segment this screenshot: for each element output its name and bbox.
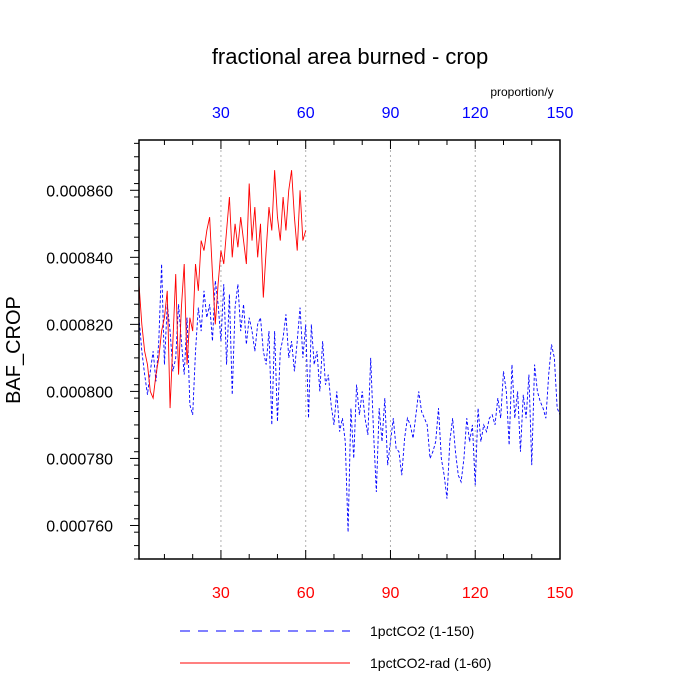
x-tick-label-top: 120	[462, 105, 489, 122]
x-tick-label-top: 150	[547, 105, 574, 122]
y-tick-label: 0.000840	[46, 250, 113, 267]
y-tick-label: 0.000860	[46, 183, 113, 200]
legend: 1pctCO2 (1-150) 1pctCO2-rad (1-60)	[180, 623, 491, 671]
units-label: proportion/y	[490, 85, 553, 99]
legend-label-1pctco2: 1pctCO2 (1-150)	[370, 623, 474, 639]
y-tick-label: 0.000800	[46, 384, 113, 401]
vertical-gridlines	[220, 140, 476, 559]
x-tick-label-bottom: 90	[382, 585, 400, 602]
x-tick-label-top: 60	[297, 105, 315, 122]
plot-frame	[138, 139, 561, 560]
x-tick-label-top: 30	[212, 105, 230, 122]
axis-ticks	[130, 140, 561, 560]
x-tick-label-top: 90	[382, 105, 400, 122]
x-tick-label-bottom: 120	[462, 585, 489, 602]
chart-title: fractional area burned - crop	[212, 44, 488, 69]
legend-label-1pctco2-rad: 1pctCO2-rad (1-60)	[370, 655, 491, 671]
series-line-1pctco2	[138, 264, 561, 533]
y-tick-label: 0.000780	[46, 451, 113, 468]
series-group	[138, 170, 561, 533]
x-tick-label-bottom: 150	[547, 585, 574, 602]
series-line-1pctco2-rad	[138, 170, 307, 409]
y-tick-label: 0.000820	[46, 317, 113, 334]
y-tick-label: 0.000760	[46, 518, 113, 535]
x-tick-label-bottom: 30	[212, 585, 230, 602]
tick-labels: 30 30 60 60 90 90 120 120 150 150 0.000760 0.000780…	[46, 105, 573, 602]
x-tick-label-bottom: 60	[297, 585, 315, 602]
y-axis-label: BAF_CROP	[3, 296, 25, 404]
